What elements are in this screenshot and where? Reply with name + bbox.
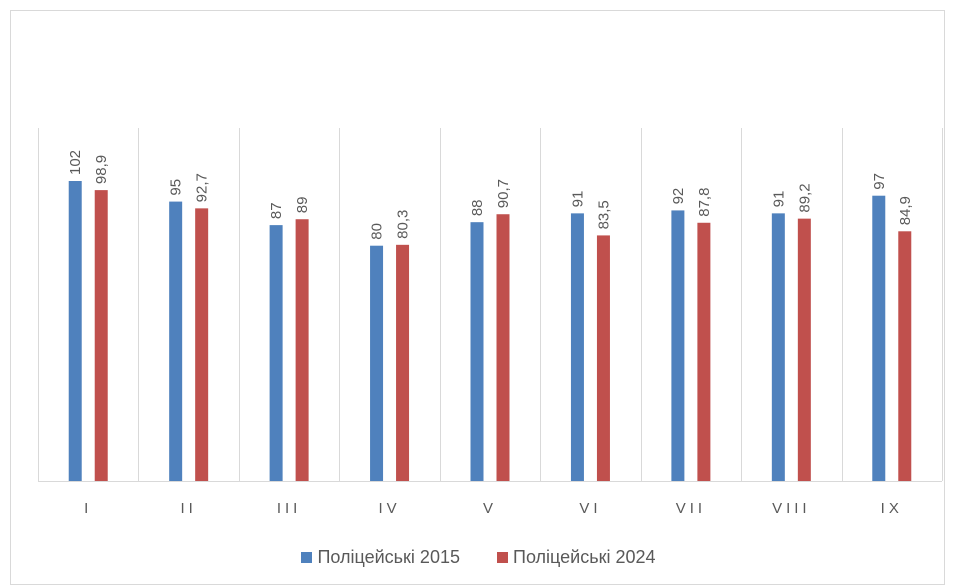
data-label-2015-IV: 80 <box>369 223 386 240</box>
x-tick-label-VI: VI <box>579 500 601 517</box>
legend-swatch-2024 <box>497 552 508 563</box>
legend-item-2024: Поліцейські 2024 <box>497 547 656 568</box>
data-label-2015-II: 95 <box>168 179 185 196</box>
chart-legend: Поліцейські 2015 Поліцейські 2024 <box>0 547 957 568</box>
data-label-2024-II: 92,7 <box>194 173 211 202</box>
data-label-2024-V: 90,7 <box>495 179 512 208</box>
bar-2024-III <box>295 219 309 481</box>
bar-2024-IV <box>396 244 410 481</box>
legend-item-2015: Поліцейські 2015 <box>301 547 460 568</box>
bar-2015-VI <box>570 213 584 481</box>
x-tick-label-II: II <box>180 500 196 517</box>
data-label-2024-VIII: 89,2 <box>796 183 813 212</box>
data-label-2024-IV: 80,3 <box>395 210 412 239</box>
legend-label-2015: Поліцейські 2015 <box>317 547 460 567</box>
bar-2015-VII <box>671 210 685 482</box>
bar-2024-II <box>195 208 209 481</box>
bar-2015-V <box>470 222 484 482</box>
bar-2024-VII <box>697 222 711 481</box>
data-label-2015-IX: 97 <box>871 173 888 190</box>
data-label-2024-VI: 83,5 <box>595 200 612 229</box>
x-tick-label-I: I <box>84 500 92 517</box>
data-label-2024-I: 98,9 <box>93 155 110 184</box>
data-label-2015-VIII: 91 <box>770 191 787 208</box>
bar-2015-IV <box>370 245 384 481</box>
data-label-2015-VI: 91 <box>569 191 586 208</box>
data-label-2024-VII: 87,8 <box>696 188 713 217</box>
bar-2015-I <box>68 181 82 481</box>
x-tick-label-IV: IV <box>378 500 400 517</box>
x-tick-label-VII: VII <box>676 500 706 517</box>
bar-2015-II <box>169 201 183 481</box>
x-tick-label-V: V <box>483 500 497 517</box>
legend-swatch-2015 <box>301 552 313 563</box>
bar-2024-VI <box>596 235 610 481</box>
x-tick-label-IX: IX <box>881 500 903 517</box>
x-tick-label-VIII: VIII <box>772 500 811 517</box>
bar-2015-III <box>269 225 283 481</box>
bar-2024-IX <box>898 231 912 481</box>
x-tick-label-III: III <box>277 500 302 517</box>
data-label-2015-V: 88 <box>469 199 486 216</box>
bar-2024-V <box>496 214 510 481</box>
bar-2024-VIII <box>797 218 811 481</box>
bar-2015-IX <box>872 195 886 482</box>
data-label-2015-I: 102 <box>67 150 84 175</box>
data-label-2015-VII: 92 <box>670 188 687 205</box>
data-label-2024-IX: 84,9 <box>897 196 914 225</box>
data-label-2015-III: 87 <box>268 202 285 219</box>
bar-2024-I <box>94 190 108 481</box>
bar-2015-VIII <box>771 213 785 481</box>
data-label-2024-III: 89 <box>294 197 311 214</box>
legend-label-2024: Поліцейські 2024 <box>513 547 656 567</box>
